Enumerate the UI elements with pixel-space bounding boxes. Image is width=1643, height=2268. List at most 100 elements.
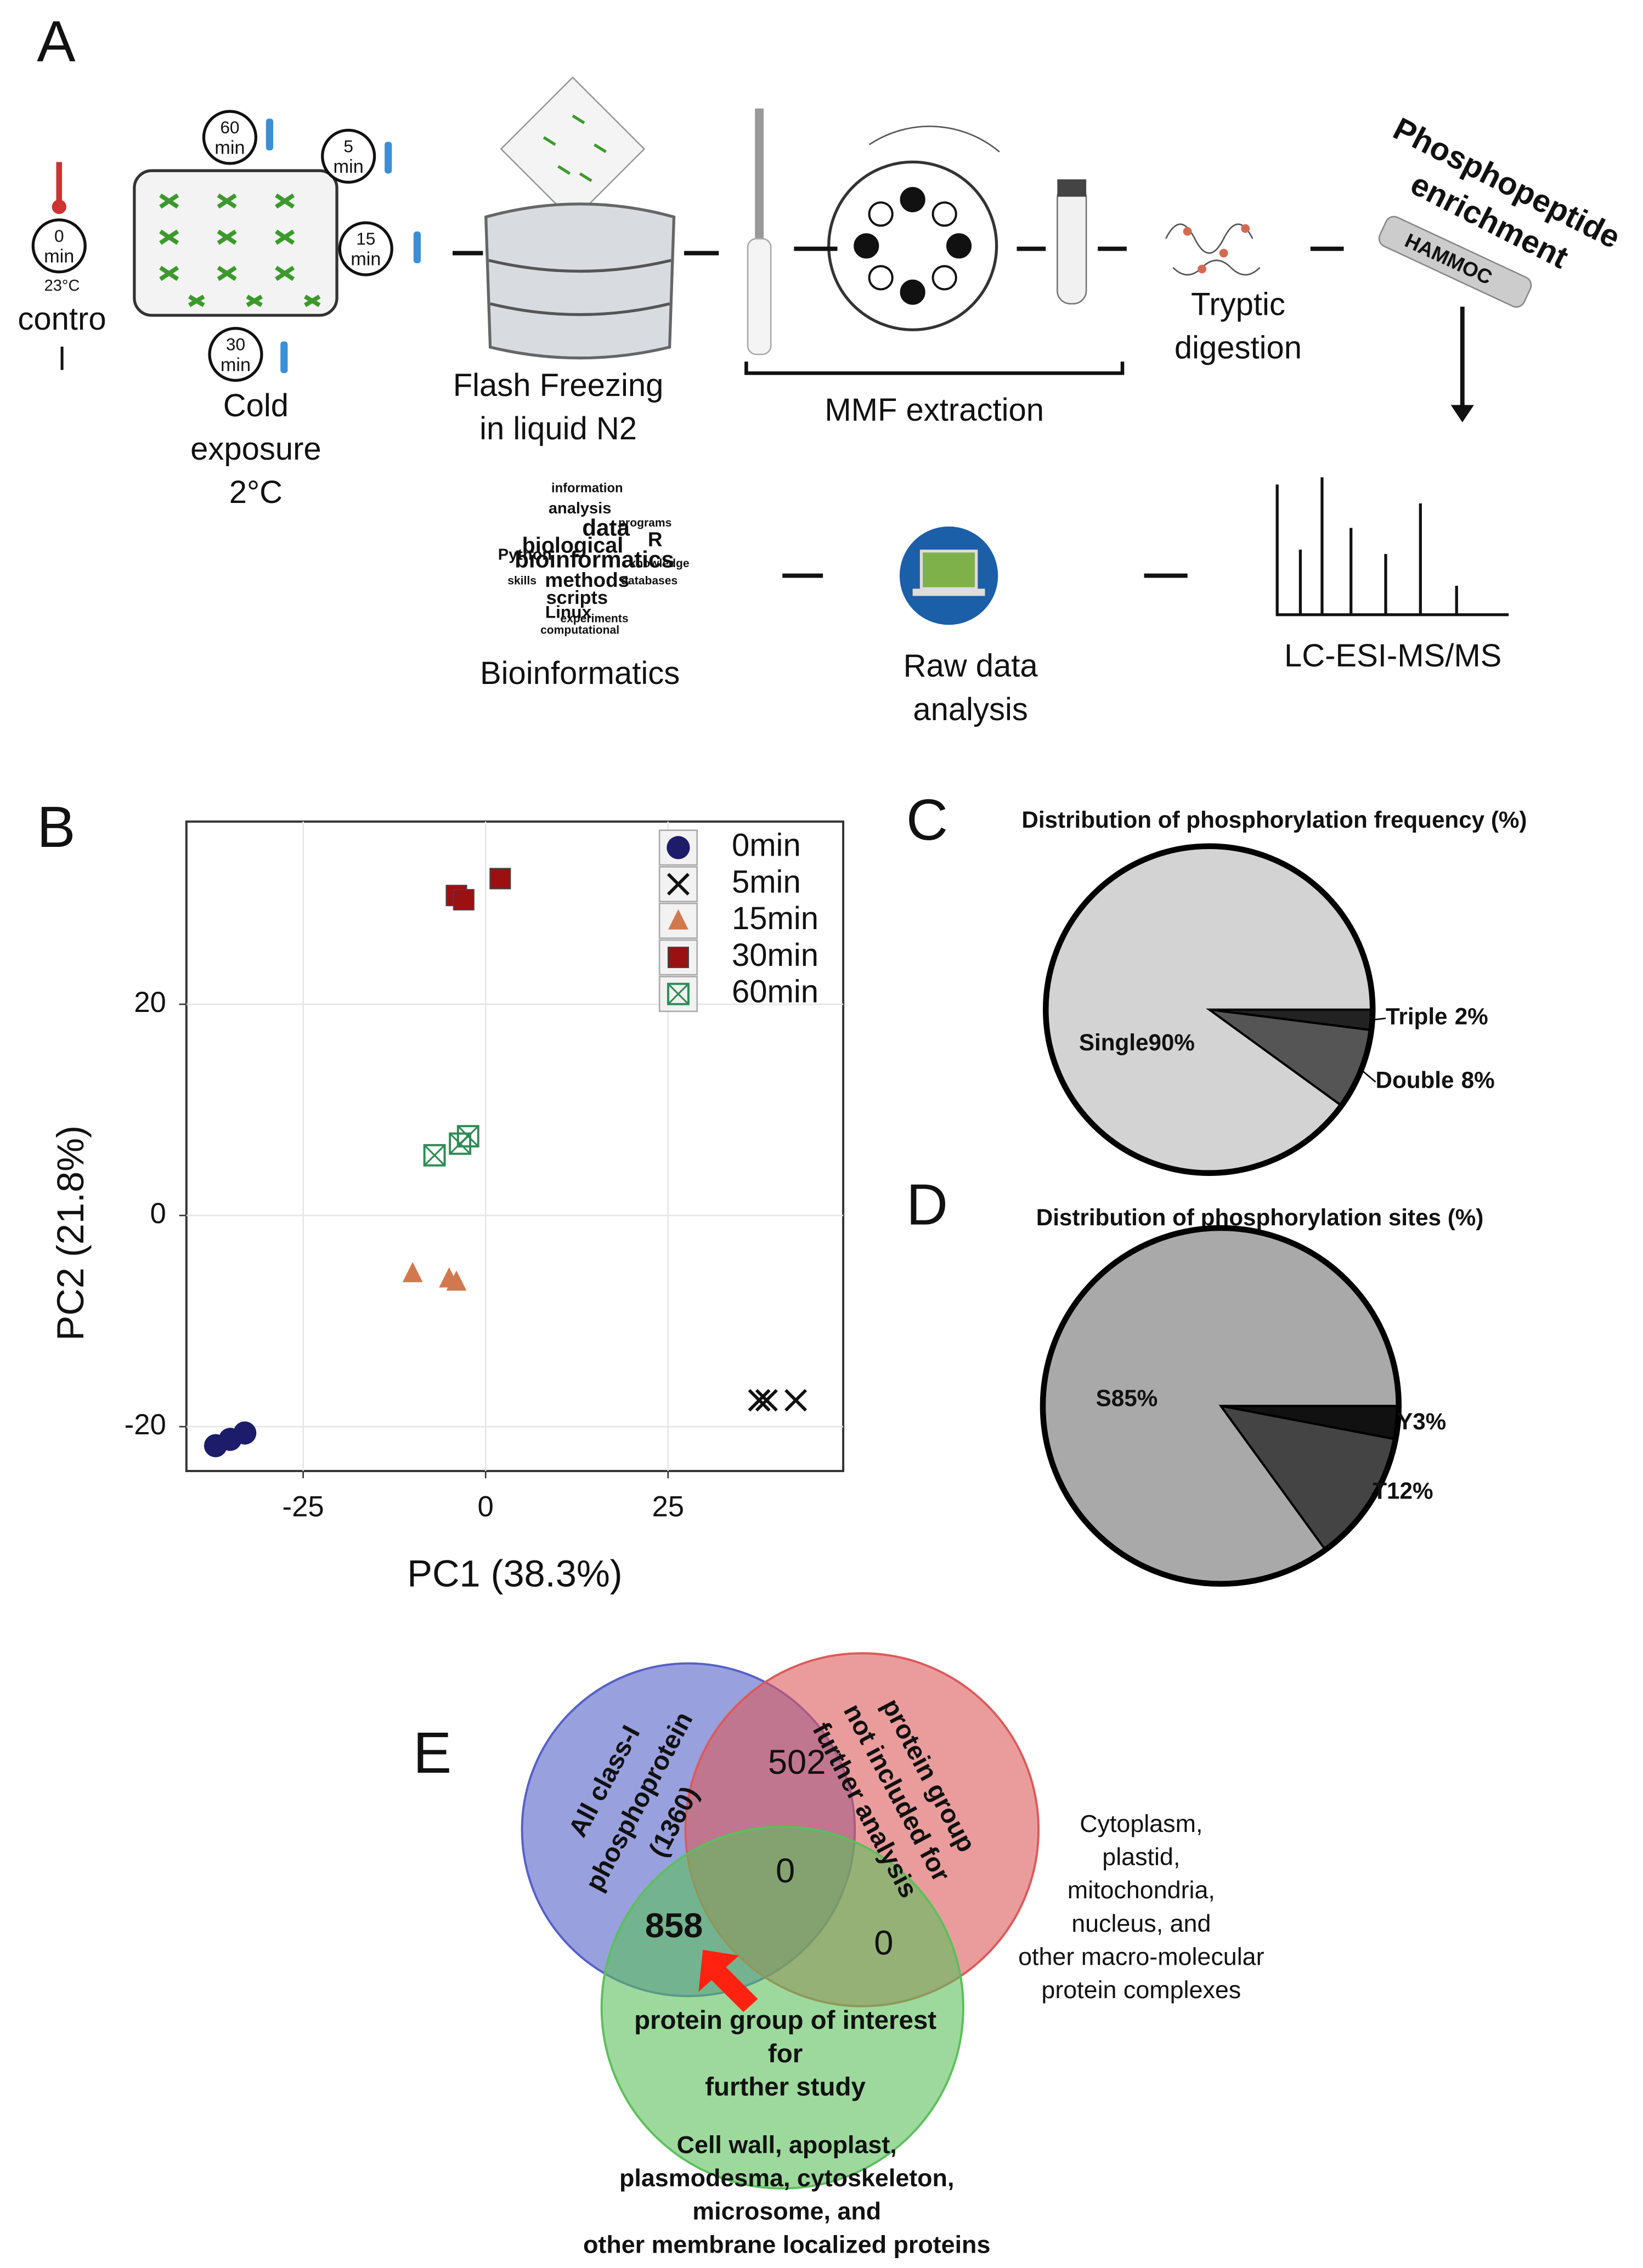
pie-label: Y3% (1397, 1409, 1446, 1434)
legend-label: 0min (732, 828, 801, 863)
timer-icon (202, 110, 258, 165)
control-label: contro (18, 301, 106, 337)
marker-shape (667, 946, 689, 969)
chart-title: Distribution of phosphorylation frequenc… (1021, 807, 1527, 833)
location-note: microsome, and (692, 2197, 881, 2225)
pie-value-label: 12% (1387, 1478, 1433, 1504)
word-cloud-word: Python (498, 546, 552, 563)
word-cloud-word: bioinformatics (515, 546, 674, 572)
point (402, 1262, 423, 1282)
word-cloud-word: scripts (546, 587, 608, 608)
word-cloud-word: analysis (549, 500, 611, 517)
location-note: Cytoplasm, (1080, 1809, 1202, 1837)
word-cloud-word: methods (545, 569, 629, 591)
point (667, 873, 690, 896)
point (784, 1389, 808, 1412)
pie-value-label: 2% (1455, 1004, 1488, 1030)
y-tick-label: -20 (125, 1409, 166, 1441)
pie-category: S (1096, 1385, 1111, 1411)
point (446, 1270, 467, 1291)
timer-value: 60 (220, 117, 239, 137)
timer-value: 30 (226, 335, 245, 354)
point (667, 836, 690, 859)
timer-value: 5 (343, 136, 353, 156)
word-cloud-word: data (582, 514, 630, 540)
cold-exposure-label: Cold (223, 388, 289, 423)
pie-category: Double (1376, 1067, 1454, 1093)
point (667, 946, 689, 969)
marker-shape (784, 1389, 808, 1412)
cold-exposure-label: 2°C (229, 474, 283, 510)
venn-count: 0 (776, 1852, 795, 1890)
timer-value: 0 (54, 226, 64, 246)
marker-shape (457, 1125, 479, 1147)
location-note: nucleus, and (1071, 1909, 1211, 1937)
panel-label: C (906, 788, 948, 852)
timer-unit: min (334, 156, 364, 177)
venn-set-label: further study (705, 2073, 866, 2102)
location-note: Cell wall, apoplast, (677, 2130, 897, 2158)
legend-label: 15min (732, 901, 818, 936)
timer-icon (338, 221, 393, 276)
cold-exposure-label: exposure (190, 431, 321, 467)
pie-label: Double 8% (1376, 1067, 1495, 1093)
marker-shape (667, 982, 690, 1005)
marker-shape (755, 1389, 778, 1412)
word-cloud-word: Linux (545, 602, 592, 621)
pie-category: Triple (1386, 1004, 1448, 1030)
pie-category: T (1373, 1478, 1387, 1504)
point (489, 868, 511, 890)
wheel-slots (854, 186, 972, 305)
pie-value-label: 90% (1148, 1030, 1194, 1055)
marker-shape (233, 1421, 257, 1445)
marker-shape (453, 889, 475, 910)
point (423, 1144, 446, 1167)
pie-outline (1042, 843, 1376, 1176)
point (748, 1389, 771, 1412)
raw-data-label: Raw data (904, 648, 1038, 684)
legend-label: 30min (732, 937, 818, 973)
timer-icon (31, 218, 87, 274)
x-tick-label: 25 (652, 1490, 684, 1523)
bioinformatics-label: Bioinformatics (480, 655, 680, 691)
point (668, 909, 688, 930)
venn-count: 858 (645, 1907, 703, 1945)
location-note: plastid, (1102, 1843, 1180, 1871)
panel-label: A (37, 10, 76, 74)
marker-shape (446, 1270, 467, 1291)
pie-label: Triple 2% (1386, 1004, 1488, 1030)
marker-shape (667, 983, 690, 1005)
y-tick-label: 20 (134, 986, 166, 1019)
venn-set-label: protein group of interest (634, 2006, 936, 2035)
raw-data-label: analysis (913, 692, 1028, 727)
marker-shape (667, 873, 690, 896)
plot-area (185, 820, 845, 1472)
y-axis-title: PC2 (21.8%) (49, 1125, 92, 1341)
timer-icon (208, 326, 263, 382)
point (453, 889, 475, 910)
timer-value: 15 (356, 229, 375, 248)
marker-shape (489, 868, 511, 890)
control-temperature: 23°C (44, 277, 80, 295)
pie-category: Single (1079, 1030, 1149, 1055)
panel-label: B (37, 795, 75, 859)
legend-key (658, 866, 698, 903)
word-cloud-word: programs (618, 517, 671, 529)
location-note: protein complexes (1041, 1976, 1241, 2004)
marker-shape (424, 1144, 445, 1166)
timer-unit: min (44, 246, 74, 267)
pie-category: Y (1397, 1409, 1413, 1434)
flash-freezing-label: Flash Freezing (453, 367, 664, 403)
control-label: l (59, 342, 66, 377)
x-axis-title: PC1 (38.3%) (407, 1553, 622, 1595)
mmf-label: MMF extraction (825, 392, 1044, 428)
venn-count: 502 (768, 1743, 826, 1781)
panel-label: E (413, 1721, 451, 1785)
pie-value-label: 8% (1461, 1067, 1495, 1093)
word-cloud-word: experiments (560, 612, 628, 625)
venn-count: 0 (874, 1924, 893, 1962)
point (233, 1421, 257, 1445)
flash-freezing-label: in liquid N2 (479, 411, 637, 446)
pie-label: T12% (1373, 1478, 1433, 1504)
